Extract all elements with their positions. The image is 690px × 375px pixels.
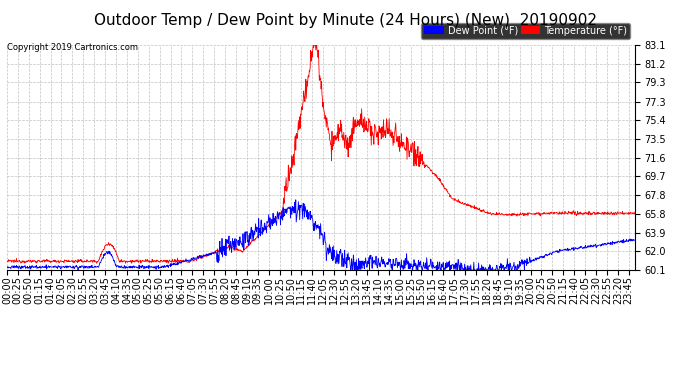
Text: Copyright 2019 Cartronics.com: Copyright 2019 Cartronics.com: [7, 43, 138, 52]
Text: Outdoor Temp / Dew Point by Minute (24 Hours) (New)  20190902: Outdoor Temp / Dew Point by Minute (24 H…: [94, 13, 596, 28]
Legend: Dew Point (°F), Temperature (°F): Dew Point (°F), Temperature (°F): [422, 23, 630, 39]
